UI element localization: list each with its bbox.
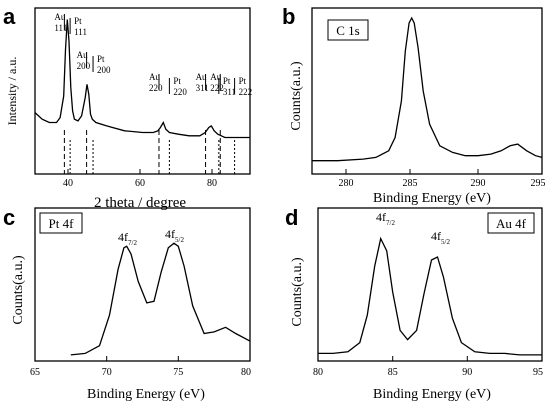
panel-c-peak-1-sub: 7/2 [128,239,137,247]
reflection-phase-au-311: Au [196,72,207,82]
panel-d-peak-2-main: 4f [431,229,441,243]
panel-b-tag-box [327,19,369,41]
panel-b-tag: C 1s [336,23,359,38]
panel-c-xtick-70: 70 [102,367,112,378]
panel-c-xtick-65: 65 [30,367,40,378]
reflection-hkl-pt-311: 311 [223,87,236,97]
panel-a-ylabel: Intensity / a.u. [5,57,19,126]
panel-d-label: d [285,205,298,230]
svg-text:4f5/2: 4f5/2 [431,229,450,246]
panel-d-ticks [317,356,543,361]
panel-d-xtick-90: 90 [462,367,472,378]
svg-text:4f7/2: 4f7/2 [376,210,395,227]
panel-c-peak-2-sub: 5/2 [175,236,184,244]
reflection-hkl-au-220: 220 [149,83,163,93]
reflection-hkl-au-311: 311 [196,83,209,93]
panel-a-xtick-60: 60 [135,178,145,189]
panel-c-peak-label-2: 4f5/2 [165,227,184,244]
panel-c-peak-2-main: 4f [165,227,175,241]
panel-d-tag: Au 4f [496,216,527,231]
panel-d-frame [317,207,543,362]
panel-c-ticks [34,356,251,361]
panel-b-xtick-290: 290 [471,178,486,189]
reflection-hkl-au-200: 200 [77,61,91,71]
panel-c-xlabel: Binding Energy (eV) [87,387,205,402]
panel-b-ylabel: Counts(a.u.) [289,61,304,131]
panel-a-series-line [34,19,250,139]
panel-d-xlabel: Binding Energy (eV) [373,387,491,402]
panel-b-ticks [345,169,543,174]
reflection-phase-pt-200: Pt [97,54,105,64]
reflection-hkl-pt-200: 200 [97,65,111,75]
panel-d-peak-2-sub: 5/2 [441,238,450,246]
reflection-hkl-pt-220: 220 [173,87,187,97]
panel-b-label: b [282,4,295,29]
panel-b-frame [311,7,543,175]
reflection-phase-pt-222: Pt [239,76,247,86]
panel-c-peak-label-1: 4f7/2 [118,230,137,247]
panel-d-xtick-80: 80 [313,367,323,378]
panel-a-frame [34,7,251,175]
panel-c-tag: Pt 4f [49,216,75,231]
reflection-phase-pt-220: Pt [173,76,181,86]
panel-c: c Counts(a.u.) 65 70 75 80 Binding Energ… [3,205,251,402]
reflection-hkl-pt-222: 222 [239,87,253,97]
panel-a-label: a [3,4,16,29]
panel-a-xlabel: 2 theta / degree [94,195,186,211]
panel-a-xtick-40: 40 [63,178,73,189]
panel-d-peak-label-2: 4f5/2 [431,229,450,246]
panel-b-series-line [312,16,543,162]
panel-d-peak-1-sub: 7/2 [386,219,395,227]
panel-a: a Intensity / a.u. 40 60 80 2 theta / de… [3,4,252,211]
svg-text:4f7/2: 4f7/2 [118,230,137,247]
reflection-hkl-pt-111: 111 [74,27,87,37]
panel-b-xtick-285: 285 [403,178,418,189]
reflection-hkl-au-222: 222 [210,83,224,93]
reflection-hkl-au-111: 111 [54,23,67,33]
panel-a-reflection-markers: Au111Pt111Au200Pt200Au220Pt220Au311Pt311… [54,12,252,174]
panel-c-xtick-75: 75 [173,367,183,378]
panel-c-label: c [3,205,15,230]
reflection-phase-au-200: Au [77,50,88,60]
panel-c-xtick-80: 80 [241,367,251,378]
panel-c-series-line [70,242,251,356]
panel-d-peak-label-1: 4f7/2 [376,210,395,227]
panel-a-xtick-80: 80 [207,178,217,189]
panel-d-xtick-95: 95 [533,367,543,378]
panel-b-xtick-280: 280 [339,178,354,189]
panel-d-peak-1-main: 4f [376,210,386,224]
reflection-phase-au-111: Au [54,12,65,22]
panel-c-tag-box [39,212,83,234]
svg-text:4f5/2: 4f5/2 [165,227,184,244]
panel-b-xlabel: Binding Energy (eV) [373,191,491,206]
panel-d-tag-box [487,212,535,234]
panel-d-series-line [318,236,542,356]
panel-d-xtick-85: 85 [388,367,398,378]
panel-d-ylabel: Counts(a.u.) [290,257,305,327]
reflection-phase-au-222: Au [210,72,221,82]
panel-c-frame [34,207,251,362]
panel-b: b Counts(a.u.) 280 285 290 295 Binding E… [282,4,546,206]
panel-c-peak-1-main: 4f [118,230,128,244]
panel-c-ylabel: Counts(a.u.) [11,255,26,325]
panel-d: d Counts(a.u.) 80 85 90 95 Binding Energ… [285,205,543,402]
reflection-phase-pt-311: Pt [223,76,231,86]
panel-a-ticks [34,169,213,174]
reflection-phase-au-220: Au [149,72,160,82]
panel-b-xtick-295: 295 [531,178,546,189]
reflection-phase-pt-111: Pt [74,16,82,26]
